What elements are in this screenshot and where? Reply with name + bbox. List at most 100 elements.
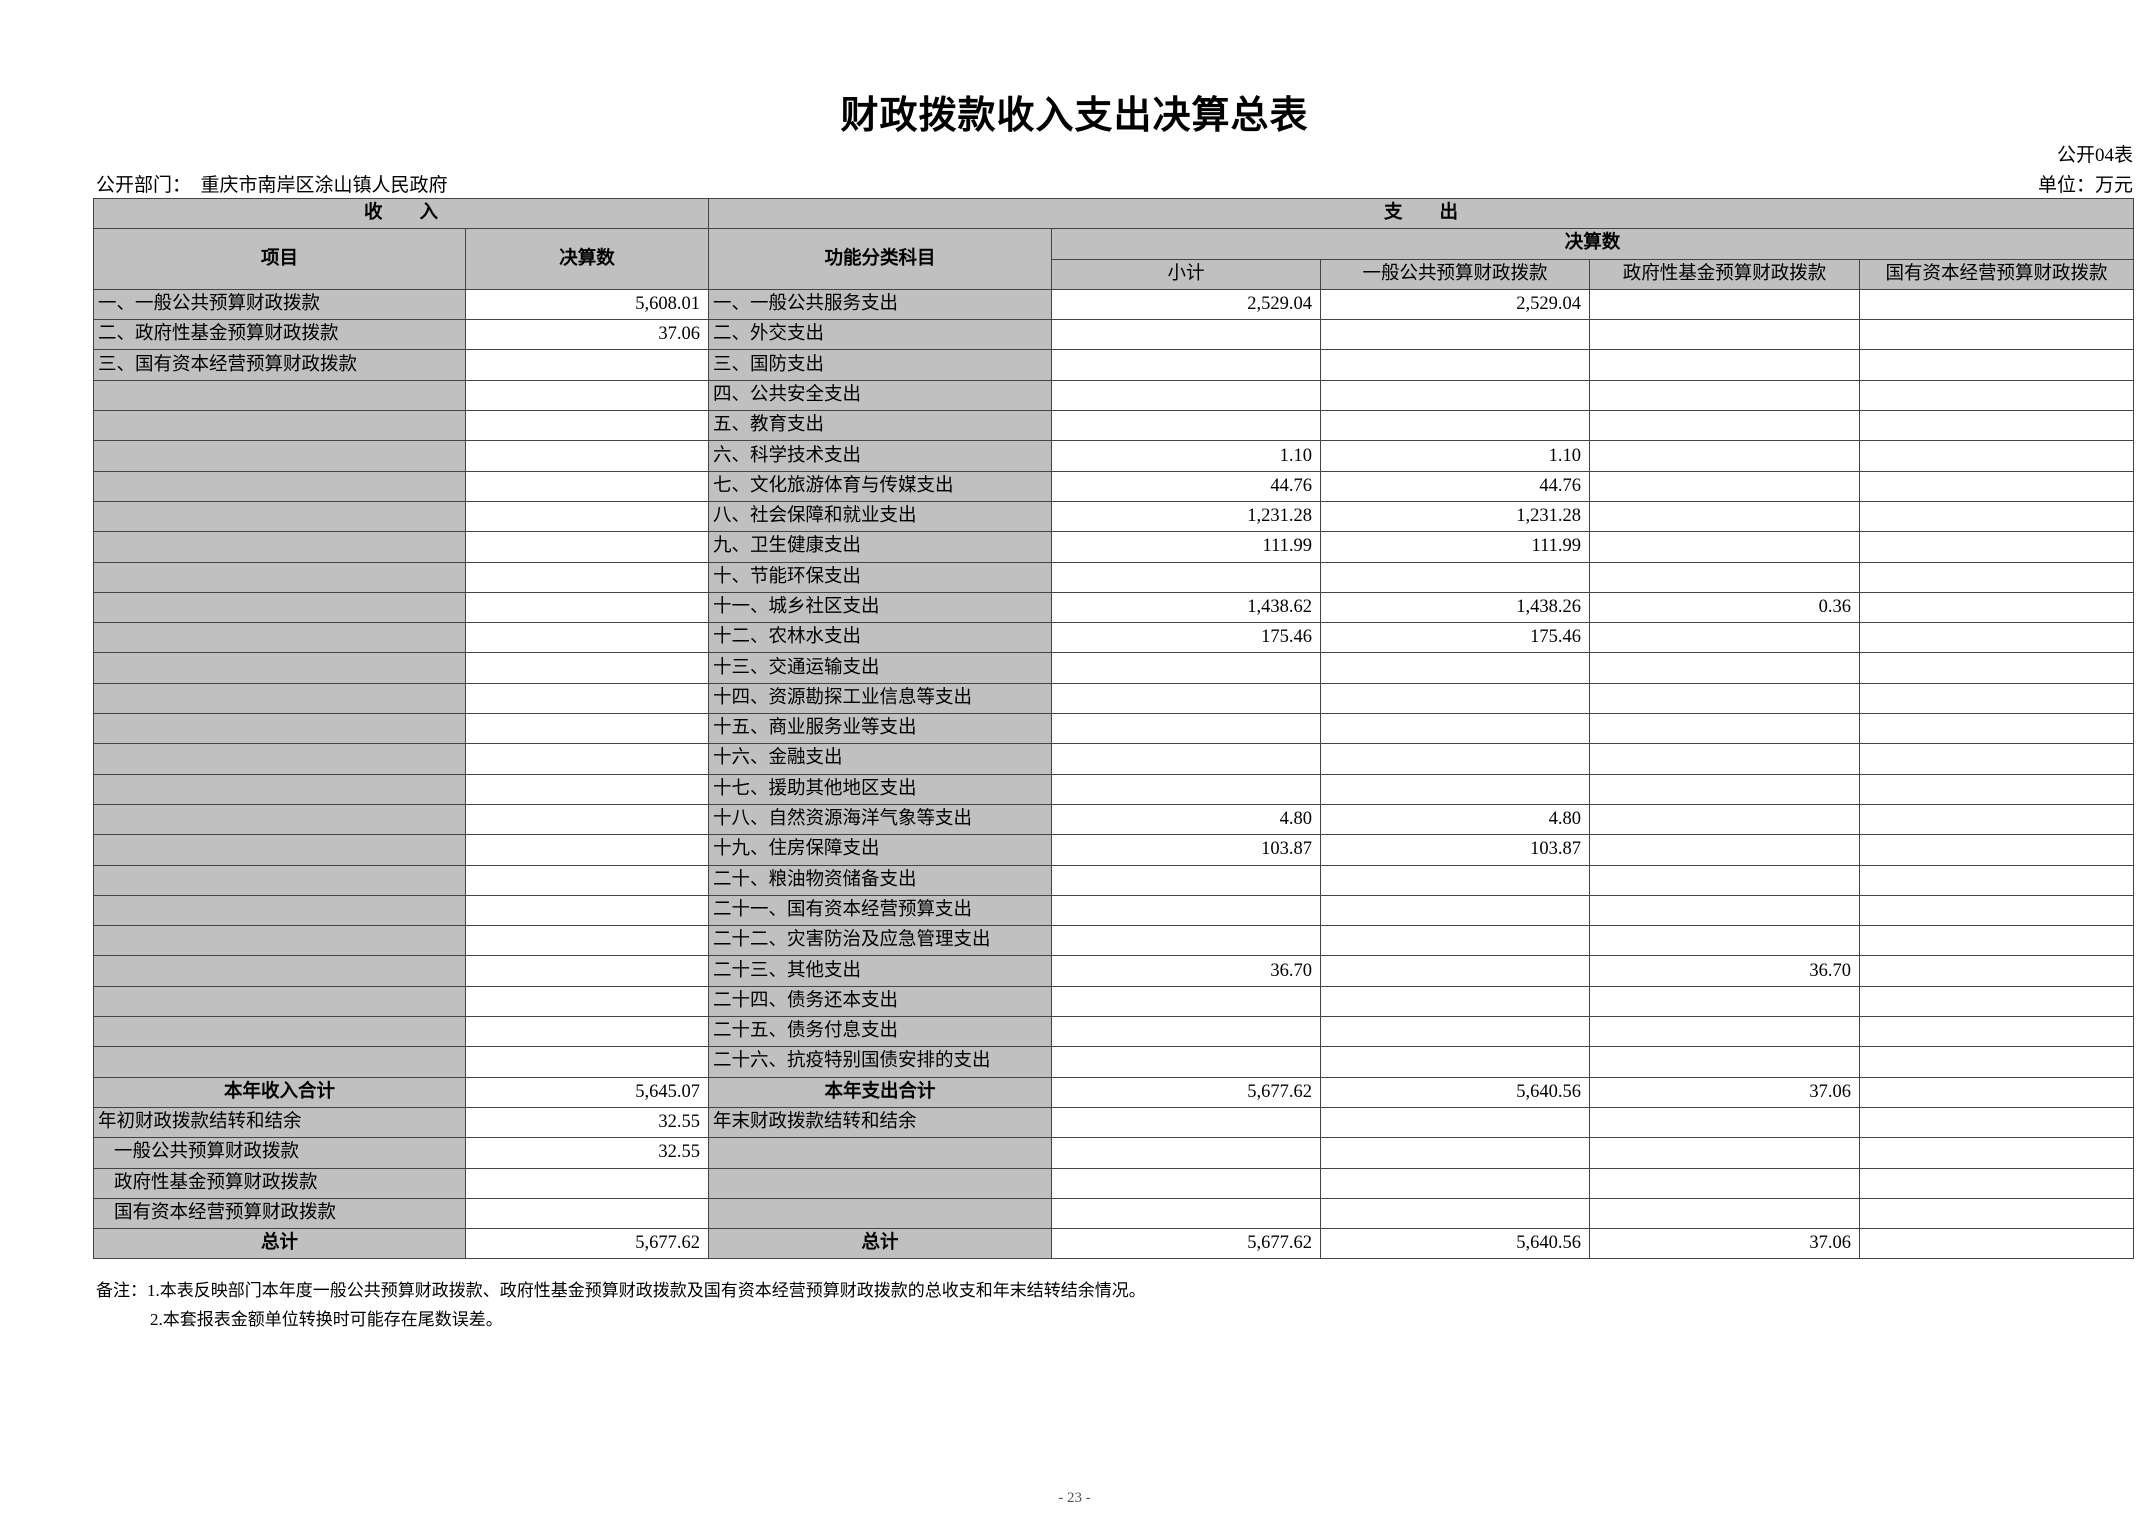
general-value: 103.87 — [1320, 834, 1591, 866]
state-capital-value — [1859, 652, 2135, 684]
carryover-amount: 32.55 — [464, 1106, 710, 1139]
general-value — [1320, 985, 1591, 1018]
empty-cell — [1320, 1197, 1591, 1230]
final-header: 决算数 — [1051, 228, 2135, 260]
income-item — [93, 440, 466, 472]
income-header: 收 入 — [92, 197, 710, 230]
general-value: 175.46 — [1320, 622, 1591, 654]
table-row: 二、政府性基金预算财政拨款 37.06 二、外交支出 — [93, 319, 2135, 351]
page-number: - 23 - — [1058, 1490, 1091, 1506]
table-row: 十九、住房保障支出 103.87 103.87 — [93, 834, 2135, 866]
state-capital-value — [1859, 410, 2135, 442]
gov-fund-value: 0.36 — [1589, 591, 1861, 624]
carryover-function-item: 年末财政拨款结转和结余 — [708, 1106, 1053, 1139]
state-capital-value — [1859, 591, 2135, 624]
subtotal-value — [1051, 894, 1322, 927]
income-item — [93, 803, 466, 836]
carryover-item: 一般公共预算财政拨款 — [93, 1137, 466, 1169]
department-line: 公开部门： 重庆市南岸区涂山镇人民政府 — [96, 170, 448, 197]
state-capital-value — [1859, 470, 2135, 502]
general-value: 111.99 — [1320, 531, 1591, 563]
subtotal-value — [1051, 319, 1322, 351]
empty-cell — [1051, 1197, 1322, 1230]
income-item — [93, 682, 466, 715]
gov-fund-value: 37.06 — [1589, 1076, 1861, 1108]
table-row: 七、文化旅游体育与传媒支出 44.76 44.76 — [93, 470, 2135, 502]
table-row: 一、一般公共预算财政拨款 5,608.01 一、一般公共服务支出 2,529.04 2,… — [93, 288, 2135, 321]
general-value — [1320, 925, 1591, 957]
income-amount — [464, 864, 710, 896]
subtotal-value: 103.87 — [1051, 834, 1322, 866]
income-amount — [464, 803, 710, 836]
function-item: 二十六、抗疫特别国债安排的支出 — [708, 1046, 1053, 1078]
note-2: 2.本套报表金额单位转换时可能存在尾数误差。 — [150, 1310, 503, 1329]
function-item: 十九、住房保障支出 — [708, 834, 1053, 866]
state-capital-value — [1859, 622, 2135, 654]
empty-cell — [1051, 1167, 1322, 1199]
state-capital-value — [1859, 834, 2135, 866]
subtotal-value: 1,438.62 — [1051, 591, 1322, 624]
function-item: 二、外交支出 — [708, 319, 1053, 351]
function-item: 二十一、国有资本经营预算支出 — [708, 894, 1053, 927]
function-item: 二十三、其他支出 — [708, 955, 1053, 987]
gov-fund-value: 37.06 — [1589, 1228, 1861, 1260]
state-capital-value — [1859, 803, 2135, 836]
income-item — [93, 561, 466, 593]
carryover-item: 政府性基金预算财政拨款 — [93, 1167, 466, 1199]
income-amount: 5,608.01 — [464, 288, 710, 321]
subtotal-value: 44.76 — [1051, 470, 1322, 502]
income-amount — [464, 834, 710, 866]
gov-fund-value — [1589, 1016, 1861, 1048]
income-item — [93, 985, 466, 1018]
income-item: 三、国有资本经营预算财政拨款 — [93, 349, 466, 381]
subtotal-value — [1051, 379, 1322, 412]
income-amount — [464, 591, 710, 624]
gov-fund-value — [1589, 561, 1861, 593]
general-value: 1,231.28 — [1320, 500, 1591, 533]
gov-fund-value — [1589, 773, 1861, 805]
general-value: 44.76 — [1320, 470, 1591, 502]
header-row-2: 项目 决算数 功能分类科目 决算数 — [93, 228, 2135, 290]
function-item: 十二、农林水支出 — [708, 622, 1053, 654]
fiscal-summary-table: 收 入 支 出 项目 决算数 功能分类科目 决算数 小计 一般公共预算财政拨款 … — [92, 197, 2135, 1260]
function-item: 二十五、债务付息支出 — [708, 1016, 1053, 1048]
gov-fund-value — [1589, 985, 1861, 1018]
table-row: 十四、资源勘探工业信息等支出 — [93, 682, 2135, 715]
general-value: 1.10 — [1320, 440, 1591, 472]
table-row: 二十六、抗疫特别国债安排的支出 — [93, 1046, 2135, 1078]
table-row: 二十三、其他支出 36.70 36.70 — [93, 955, 2135, 987]
income-total-label: 总计 — [93, 1228, 466, 1260]
subtotal-value: 111.99 — [1051, 531, 1322, 563]
general-value — [1320, 410, 1591, 442]
subtotal-value — [1051, 410, 1322, 442]
empty-cell — [1051, 1137, 1322, 1169]
empty-cell — [1859, 1197, 2135, 1230]
subtotal-value — [1051, 561, 1322, 593]
table-row: 二十五、债务付息支出 — [93, 1016, 2135, 1048]
gov-fund-value — [1589, 319, 1861, 351]
general-header: 一般公共预算财政拨款 — [1320, 258, 1591, 290]
general-value — [1320, 743, 1591, 775]
carryover-function-item — [708, 1137, 1053, 1169]
income-item — [93, 410, 466, 442]
income-total-label: 本年收入合计 — [93, 1076, 466, 1108]
gov-fund-value — [1589, 410, 1861, 442]
general-value: 5,640.56 — [1320, 1228, 1591, 1260]
state-capital-value — [1859, 773, 2135, 805]
expense-header: 支 出 — [708, 197, 2135, 230]
note-1: 备注：1.本表反映部门本年度一般公共预算财政拨款、政府性基金预算财政拨款及国有资… — [96, 1281, 1146, 1300]
state-capital-value — [1859, 531, 2135, 563]
general-value — [1320, 864, 1591, 896]
income-item — [93, 713, 466, 745]
carryover-amount — [464, 1197, 710, 1230]
general-value — [1320, 713, 1591, 745]
table-row: 十八、自然资源海洋气象等支出 4.80 4.80 — [93, 803, 2135, 836]
carryover-item: 年初财政拨款结转和结余 — [93, 1106, 466, 1139]
table-row: 六、科学技术支出 1.10 1.10 — [93, 440, 2135, 472]
table-row: 二十四、债务还本支出 — [93, 985, 2135, 1018]
subtotal-value — [1051, 864, 1322, 896]
income-item — [93, 864, 466, 896]
gov-fund-value — [1589, 531, 1861, 563]
gov-fund-value — [1589, 500, 1861, 533]
income-amount — [464, 955, 710, 987]
